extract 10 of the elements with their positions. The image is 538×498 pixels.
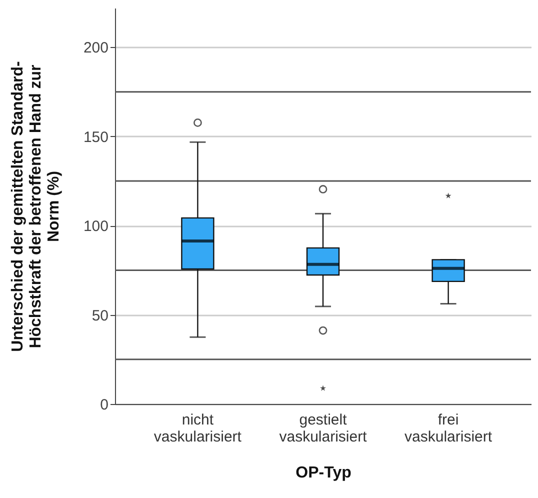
x-axis-title: OP-Typ [296,464,352,482]
x-tick-label: nicht vaskularisiert [154,412,242,446]
y-axis-title: Unterschied der gemittelten Standard-Höchstkraft der betroffenen Hand zur Norm (%) [9,61,62,352]
x-tick-label: gestielt vaskularisiert [279,412,368,446]
y-tick-label: 100 [83,218,108,236]
y-tick-label: 0 [100,396,108,414]
x-tick-label: frei vaskularisiert [404,412,493,446]
y-tick-label: 200 [83,40,108,57]
y-tick-label: 150 [83,128,108,146]
y-tick-label: 50 [92,307,108,324]
